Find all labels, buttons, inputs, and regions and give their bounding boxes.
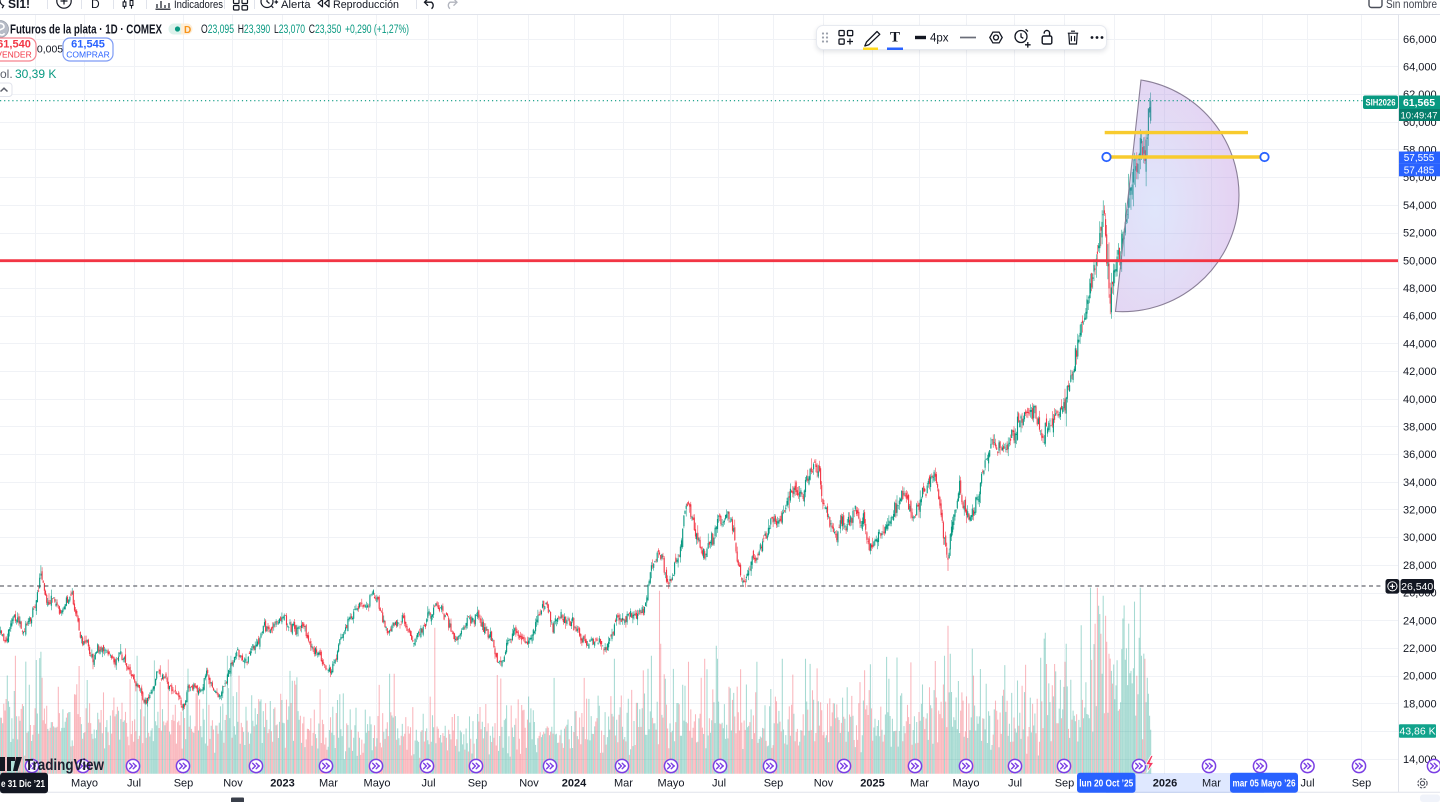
svg-text:Sep: Sep [764, 778, 784, 790]
svg-text:61,565: 61,565 [1403, 97, 1435, 109]
svg-text:T: T [890, 30, 900, 46]
svg-text:42,000: 42,000 [1403, 366, 1437, 378]
svg-text:36,000: 36,000 [1403, 449, 1437, 461]
svg-text:Mar: Mar [910, 778, 929, 790]
svg-text:Sin nombre: Sin nombre [1386, 0, 1437, 11]
svg-text:mar 05 Mayo ’26: mar 05 Mayo ’26 [1233, 779, 1296, 790]
svg-text:Sep: Sep [1055, 778, 1075, 790]
svg-text:52,000: 52,000 [1403, 228, 1437, 240]
svg-text:Indicadores: Indicadores [174, 0, 223, 11]
svg-text:44,000: 44,000 [1403, 338, 1437, 350]
svg-text:Mayo: Mayo [364, 778, 391, 790]
svg-text:Sep: Sep [174, 778, 194, 790]
svg-text:4px: 4px [930, 33, 949, 45]
svg-text:SIH2026: SIH2026 [1366, 98, 1396, 108]
svg-text:COMPRAR: COMPRAR [66, 50, 109, 60]
svg-text:Reproducción: Reproducción [333, 0, 399, 11]
svg-text:SI1!: SI1! [8, 0, 30, 11]
svg-text:e 31 Dic ’21: e 31 Dic ’21 [1, 779, 45, 790]
svg-text:Mayo: Mayo [953, 778, 980, 790]
svg-text:66,000: 66,000 [1403, 34, 1437, 46]
svg-text:40,000: 40,000 [1403, 394, 1437, 406]
svg-text:Sep: Sep [1352, 778, 1372, 790]
svg-text:57,485: 57,485 [1404, 166, 1435, 177]
svg-text:61,545: 61,545 [71, 39, 105, 51]
svg-text:Mar: Mar [319, 778, 338, 790]
svg-text:2026: 2026 [1153, 778, 1177, 790]
svg-text:VENDER: VENDER [0, 50, 32, 60]
svg-text:61,540: 61,540 [0, 39, 31, 51]
svg-text:20,000: 20,000 [1403, 671, 1437, 683]
svg-text:Sep: Sep [468, 778, 488, 790]
svg-text:D: D [184, 25, 191, 36]
svg-text:Alerta: Alerta [281, 0, 311, 11]
svg-text:Nov: Nov [223, 778, 243, 790]
svg-text:30,39 K: 30,39 K [15, 67, 56, 81]
svg-text:48,000: 48,000 [1403, 283, 1437, 295]
svg-text:Futuros de la plata · 1D · COM: Futuros de la plata · 1D · COMEX [10, 23, 162, 37]
svg-text:Nov: Nov [814, 778, 834, 790]
svg-text:Mar: Mar [1202, 778, 1221, 790]
svg-text:Jul: Jul [127, 778, 141, 790]
svg-text:O23,095H23,390L23,070C23,350+0: O23,095H23,390L23,070C23,350+0,290 (+1,2… [201, 24, 409, 36]
svg-text:43,86 K: 43,86 K [1399, 726, 1435, 738]
svg-text:ol.: ol. [0, 67, 13, 81]
svg-text:2023: 2023 [270, 778, 294, 790]
svg-text:Jul: Jul [1300, 778, 1314, 790]
svg-text:Jul: Jul [1008, 778, 1022, 790]
svg-text:26,540: 26,540 [1401, 581, 1433, 593]
svg-text:Nov: Nov [519, 778, 539, 790]
svg-text:10:49:47: 10:49:47 [1401, 110, 1438, 121]
svg-text:Jul: Jul [421, 778, 435, 790]
svg-text:64,000: 64,000 [1403, 61, 1437, 73]
svg-text:54,000: 54,000 [1403, 200, 1437, 212]
svg-text:30,000: 30,000 [1403, 532, 1437, 544]
svg-text:28,000: 28,000 [1403, 560, 1437, 572]
svg-text:Mayo: Mayo [71, 778, 98, 790]
svg-text:24,000: 24,000 [1403, 615, 1437, 627]
svg-text:D: D [91, 0, 100, 11]
svg-text:22,000: 22,000 [1403, 643, 1437, 655]
svg-text:Mar: Mar [614, 778, 633, 790]
svg-text:38,000: 38,000 [1403, 422, 1437, 434]
svg-text:50,000: 50,000 [1403, 255, 1437, 267]
svg-text:2025: 2025 [860, 778, 884, 790]
svg-text:Jul: Jul [712, 778, 726, 790]
svg-text:32,000: 32,000 [1403, 505, 1437, 517]
svg-text:2024: 2024 [562, 778, 587, 790]
svg-text:18,000: 18,000 [1403, 698, 1437, 710]
svg-text:0,005: 0,005 [37, 43, 63, 55]
svg-text:lun 20 Oct ’25: lun 20 Oct ’25 [1079, 779, 1133, 790]
svg-text:34,000: 34,000 [1403, 477, 1437, 489]
svg-text:57,555: 57,555 [1404, 153, 1435, 164]
svg-text:Mayo: Mayo [658, 778, 685, 790]
svg-text:46,000: 46,000 [1403, 311, 1437, 323]
svg-text:TradingView: TradingView [25, 757, 104, 774]
